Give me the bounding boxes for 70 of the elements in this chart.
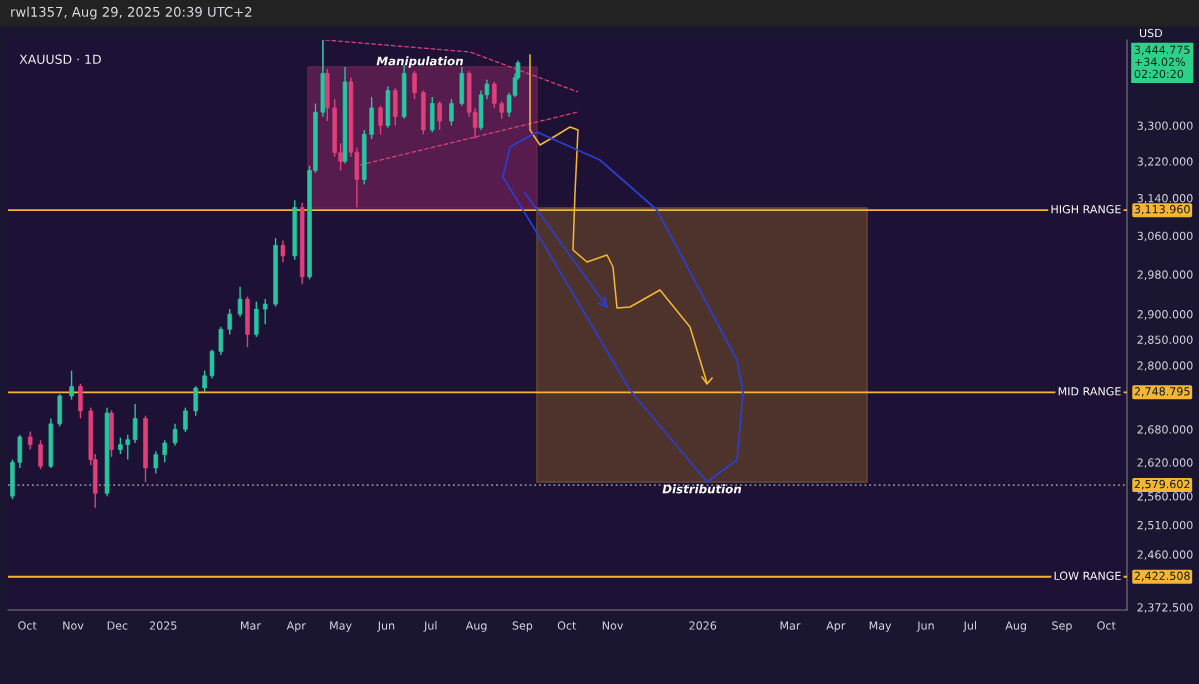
x-tick-label: Jun <box>916 621 934 632</box>
x-tick-label: Sep <box>512 621 533 632</box>
text: 2,748.795 <box>1134 387 1190 397</box>
x-tick-label: Aug <box>1005 621 1026 632</box>
x-tick-label: 2025 <box>149 621 177 630</box>
candlestick <box>218 326 224 356</box>
candlestick <box>202 369 207 393</box>
x-tick-label: Apr <box>826 621 846 632</box>
x-tick-label: Mar <box>241 621 261 630</box>
y-tick-label: 2,800.000 <box>1137 361 1193 371</box>
candlestick <box>162 439 167 464</box>
y-tick-label: 2,510.000 <box>1137 520 1193 531</box>
x-tick-label: Sep <box>1052 621 1072 632</box>
ref-line-label: HIGH RANGE <box>1051 205 1121 214</box>
x-tick-label: Oct <box>18 621 37 630</box>
annotation: Manipulation <box>376 56 463 68</box>
text: USD <box>1139 28 1163 38</box>
y-tick-label: 2,980.000 <box>1137 270 1193 280</box>
candlestick <box>280 239 286 263</box>
candlestick <box>449 98 454 127</box>
candlestick <box>153 450 159 475</box>
x-tick-label: May <box>869 621 892 632</box>
x-tick-label: Oct <box>557 621 577 630</box>
text: 2,422.508 <box>1134 571 1190 582</box>
x-tick-label: Nov <box>63 621 84 630</box>
candlestick <box>38 439 43 470</box>
y-tick-label: 2,850.000 <box>1137 335 1193 346</box>
candlestick <box>69 369 74 401</box>
candlestick <box>27 430 33 451</box>
x-tick-label: Jun <box>377 621 395 632</box>
y-tick-label: 2,560.000 <box>1137 492 1193 502</box>
candlestick <box>183 406 188 433</box>
x-tick-label: Aug <box>465 621 487 632</box>
y-tick-label: 2,620.000 <box>1137 458 1193 468</box>
x-tick-label: Oct <box>1097 621 1116 630</box>
x-tick-label: Nov <box>602 621 624 630</box>
x-tick-label: Apr <box>286 621 306 632</box>
candlestick <box>125 434 131 461</box>
ref-line-label: LOW RANGE <box>1054 571 1121 580</box>
x-tick-label: 2026 <box>689 621 717 630</box>
text: 3,444.775 +34.02% 02:20:20 <box>1134 45 1190 79</box>
candlestick <box>378 105 383 136</box>
text: 3,113.960 <box>1134 205 1190 215</box>
candlestick <box>437 100 442 131</box>
y-tick-label: 2,460.000 <box>1137 550 1193 560</box>
x-tick-label: Mar <box>780 621 801 630</box>
candlestick <box>227 308 232 336</box>
annotation: Distribution <box>662 484 742 494</box>
candlestick <box>262 298 268 325</box>
x-tick-label: Dec <box>107 621 128 630</box>
y-tick-label: 2,680.000 <box>1137 425 1193 435</box>
x-tick-label: May <box>330 621 352 632</box>
chart-subtitle: rwl1357, Aug 29, 2025 20:39 UTC+2 <box>11 6 252 20</box>
y-tick-label: 3,140.000 <box>1137 194 1193 204</box>
candlestick <box>132 403 138 444</box>
ref-line-label: MID RANGE <box>1058 387 1121 396</box>
y-tick-label: 3,220.000 <box>1137 157 1193 167</box>
x-tick-label: Jul <box>963 621 976 632</box>
y-tick-label: 2,900.000 <box>1137 310 1193 320</box>
y-tick-label: 3,060.000 <box>1137 231 1193 242</box>
text: 2,579.602 <box>1134 479 1190 490</box>
candlestick <box>172 423 178 447</box>
candlestick <box>237 286 243 318</box>
candlestick <box>492 81 497 109</box>
x-tick-label: Jul <box>423 621 437 632</box>
candlestick <box>193 385 198 417</box>
text: XAUUSD · 1D <box>19 54 101 64</box>
y-tick-label: 3,300.000 <box>1137 121 1193 131</box>
candlestick <box>412 70 417 100</box>
y-tick-label: 2,372.500 <box>1137 603 1193 613</box>
